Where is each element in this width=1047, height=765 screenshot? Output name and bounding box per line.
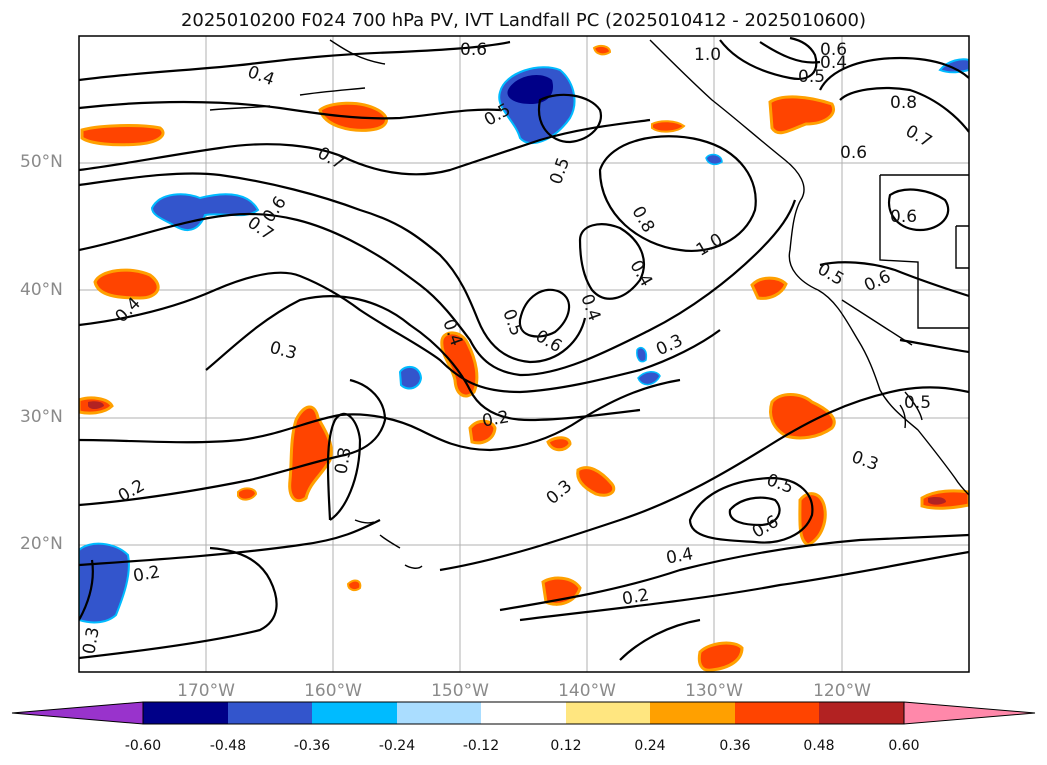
contour-label: 0.2 bbox=[481, 407, 511, 431]
colorbar-tick: 0.36 bbox=[719, 738, 751, 754]
contour-label: 0.6 bbox=[460, 40, 487, 60]
positive-blob bbox=[93, 268, 160, 300]
negative-blob bbox=[705, 153, 723, 166]
colorbar-tick: 0.24 bbox=[634, 738, 666, 754]
positive-core bbox=[88, 401, 104, 409]
map-frame bbox=[78, 35, 970, 673]
pv-contours bbox=[79, 36, 969, 661]
positive-blob bbox=[769, 393, 836, 440]
colorbar-tick: -0.36 bbox=[293, 738, 331, 754]
contour-label: 0.6 bbox=[840, 143, 867, 163]
lon-label-140w: 140°W bbox=[558, 681, 616, 701]
negative-blob bbox=[637, 371, 661, 386]
colorbar-extend-high bbox=[903, 701, 1036, 725]
positive-blob bbox=[468, 419, 497, 445]
contour-label: 0.6 bbox=[820, 40, 847, 60]
colorbar-segment bbox=[819, 702, 904, 724]
contour-label: 0.5 bbox=[798, 67, 825, 87]
lon-label-170w: 170°W bbox=[177, 681, 235, 701]
colorbar-tick: -0.48 bbox=[209, 738, 247, 754]
positive-blob bbox=[288, 405, 333, 503]
colorbar-segment bbox=[397, 702, 481, 724]
colorbar-tick: 0.12 bbox=[550, 738, 582, 754]
contour-label: 1.0 bbox=[694, 45, 721, 65]
lat-label-30n: 30°N bbox=[20, 407, 63, 427]
positive-blob bbox=[80, 124, 165, 147]
lon-label-130w: 130°W bbox=[685, 681, 743, 701]
lon-label-120w: 120°W bbox=[813, 681, 871, 701]
colorbar-segment bbox=[312, 702, 397, 724]
positive-blob bbox=[768, 95, 835, 135]
contour-label: 0.6 bbox=[890, 207, 917, 227]
positive-blob bbox=[592, 44, 612, 56]
colorbar bbox=[11, 701, 1036, 725]
lat-label-40n: 40°N bbox=[20, 280, 63, 300]
lat-label-20n: 20°N bbox=[20, 534, 63, 554]
negative-blob bbox=[398, 365, 423, 390]
positive-core bbox=[928, 497, 946, 505]
negative-core bbox=[507, 75, 554, 104]
colorbar-segment bbox=[735, 702, 819, 724]
colorbar-tick: 0.48 bbox=[803, 738, 835, 754]
positive-blob bbox=[697, 641, 744, 672]
negative-blob bbox=[938, 58, 969, 74]
positive-blob bbox=[750, 276, 788, 300]
colorbar-segment bbox=[228, 702, 312, 724]
lon-label-150w: 150°W bbox=[431, 681, 489, 701]
contour-label: 0.2 bbox=[132, 562, 162, 586]
contour-label: 0.4 bbox=[665, 544, 695, 568]
colorbar-extend-low bbox=[11, 701, 144, 725]
contour-label: 0.2 bbox=[621, 585, 651, 609]
positive-blob bbox=[546, 436, 572, 452]
colorbar-tick: -0.60 bbox=[124, 738, 162, 754]
colorbar-segment bbox=[650, 702, 735, 724]
colorbar-tick: 0.60 bbox=[888, 738, 920, 754]
contour-label: 0.8 bbox=[890, 93, 917, 113]
contour-label: 0.4 bbox=[820, 53, 847, 73]
positive-blob bbox=[576, 466, 616, 497]
colorbar-segment bbox=[143, 702, 228, 724]
colorbar-tick: -0.24 bbox=[378, 738, 416, 754]
positive-blob bbox=[798, 492, 827, 547]
colorbar-segment bbox=[566, 702, 650, 724]
contour-label: 0.3 bbox=[79, 626, 103, 656]
positive-blob bbox=[346, 579, 362, 592]
contour-label: 0.5 bbox=[904, 393, 931, 413]
map-title: 2025010200 F024 700 hPa PV, IVT Landfall… bbox=[180, 10, 867, 31]
positive-blob bbox=[651, 120, 686, 133]
colorbar-segment bbox=[481, 702, 566, 724]
coastlines bbox=[209, 39, 969, 569]
positive-blob bbox=[237, 487, 258, 501]
contour-label: 0.3 bbox=[331, 446, 355, 476]
negative-blob bbox=[636, 347, 648, 363]
map-panel: 0.6 1.0 0.4 0.5 0.6 0.4 0.5 0.8 0.7 0.6 … bbox=[78, 35, 970, 673]
colorbar-tick: -0.12 bbox=[462, 738, 500, 754]
lon-label-160w: 160°W bbox=[304, 681, 362, 701]
lat-label-50n: 50°N bbox=[20, 152, 63, 172]
